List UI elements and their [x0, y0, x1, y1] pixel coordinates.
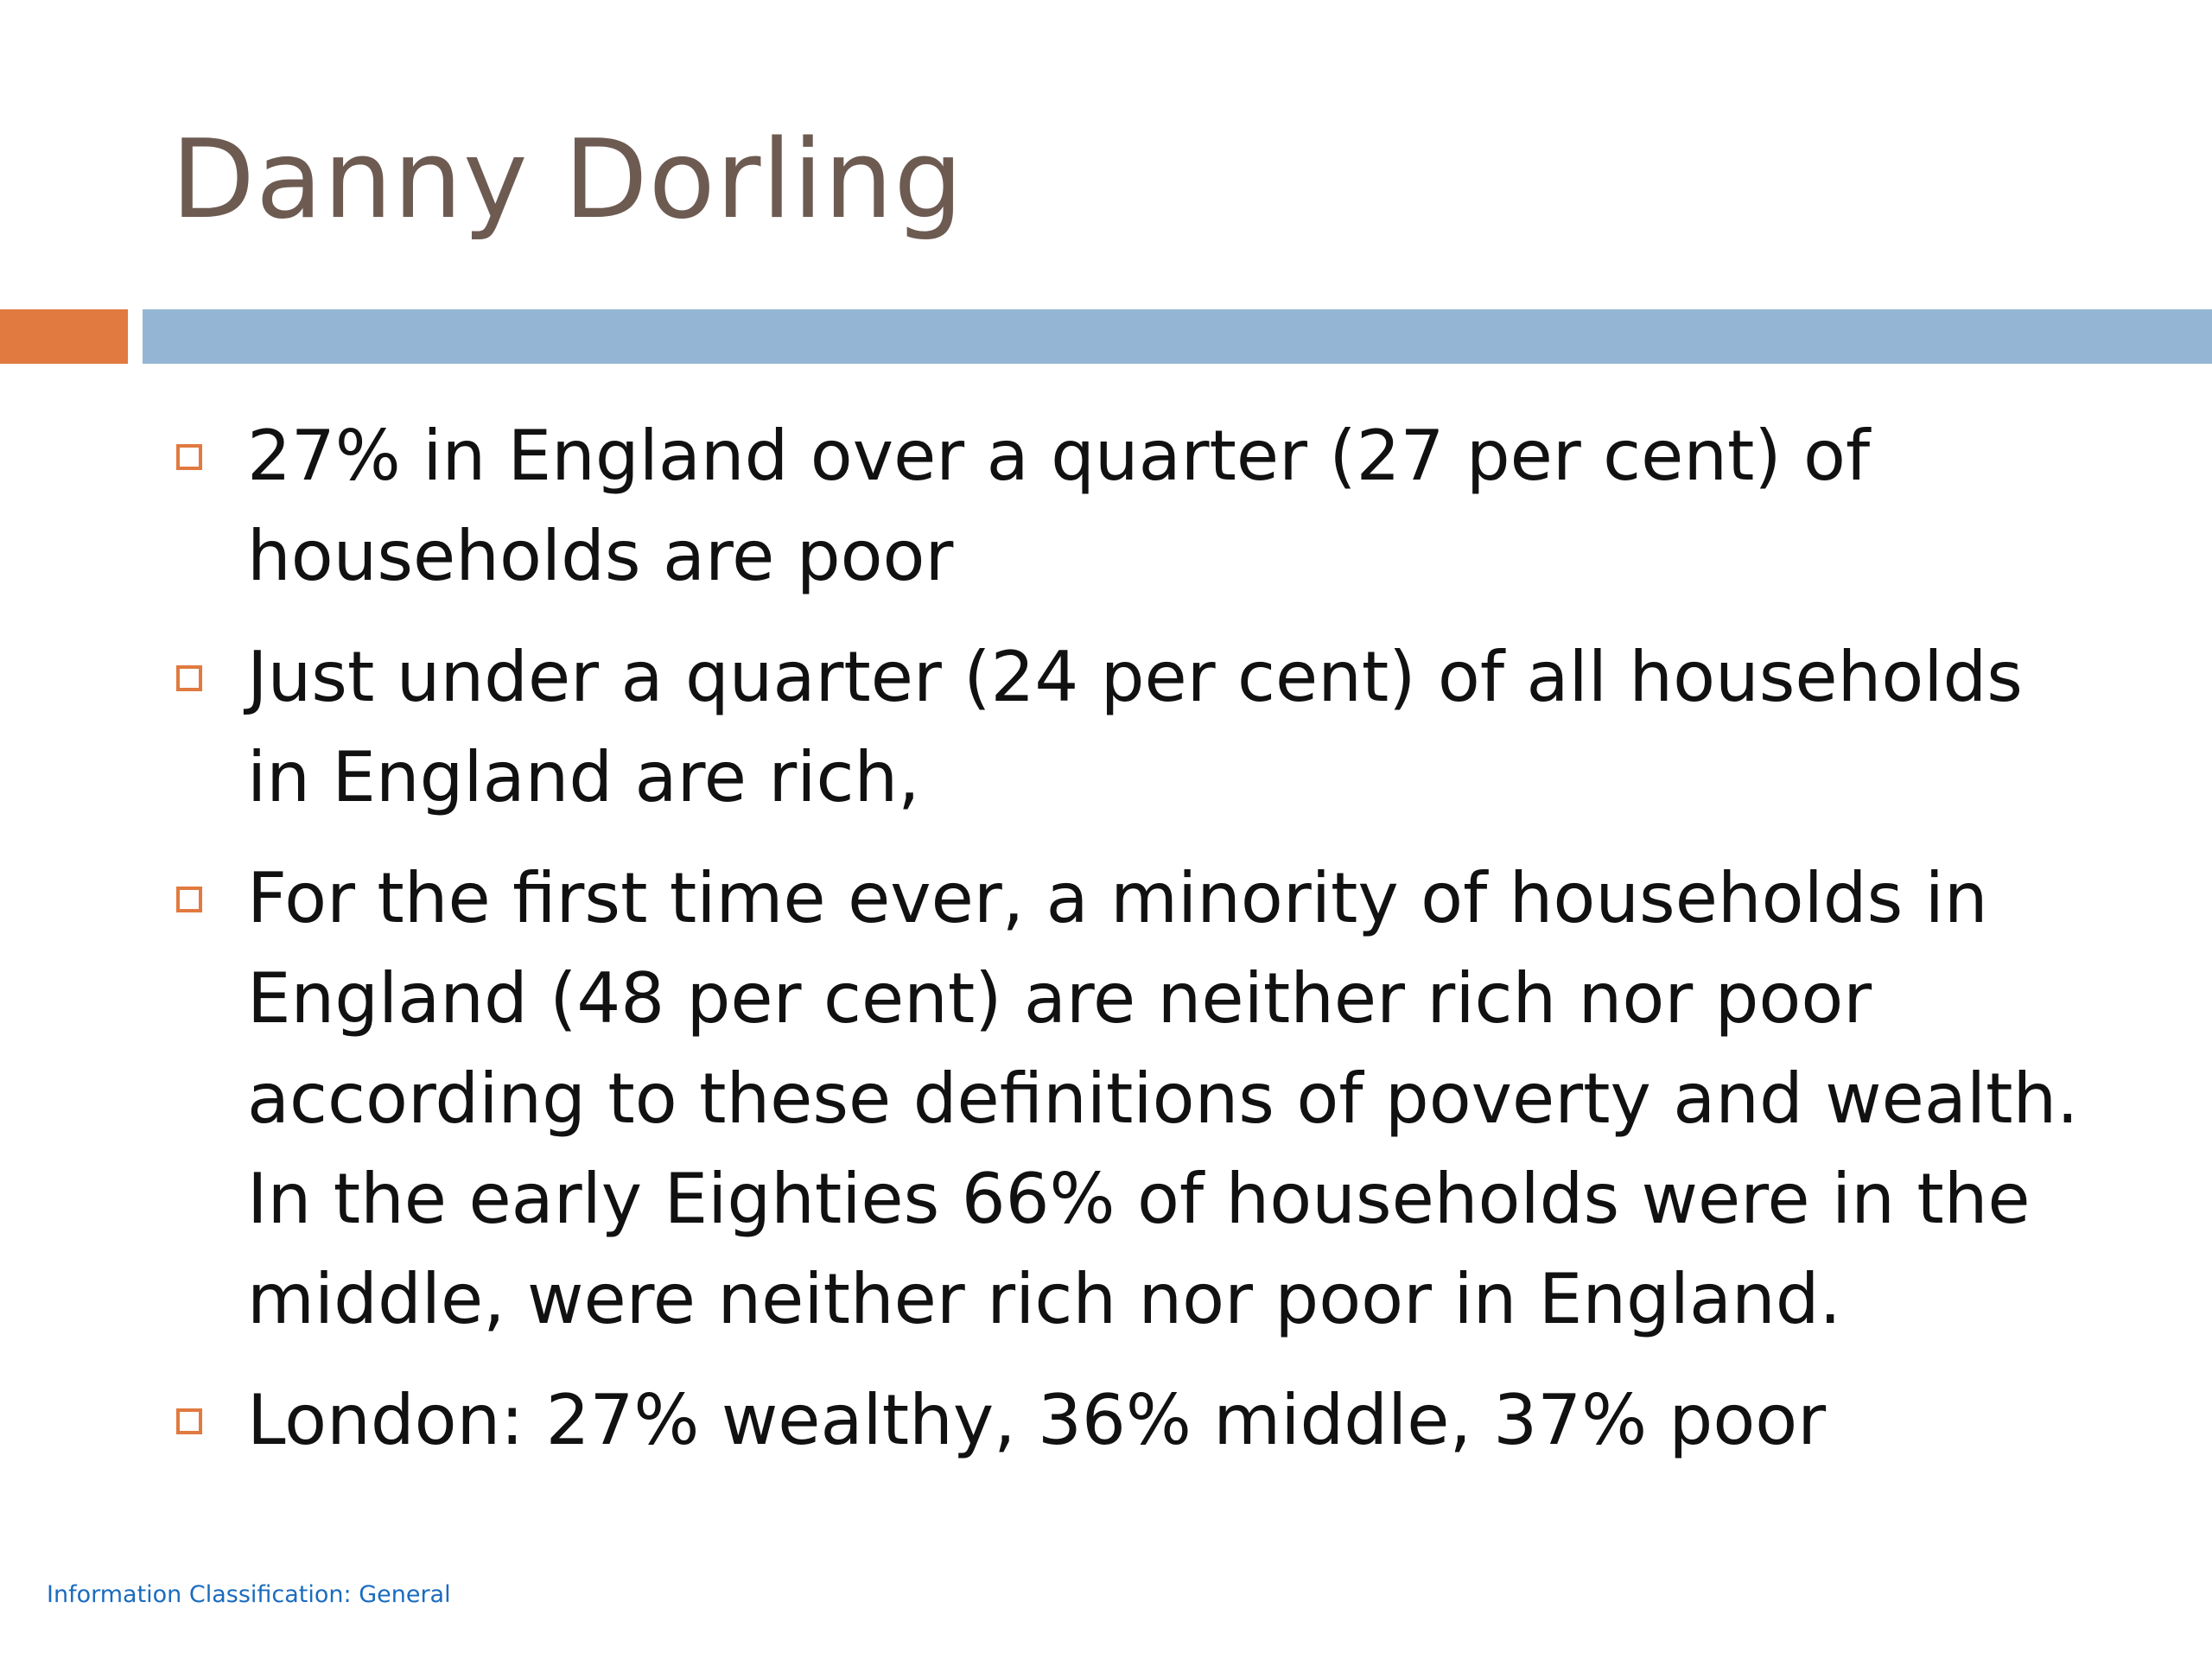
accent-bar-orange: [0, 309, 128, 364]
bullet-item: Just under a quarter (24 per cent) of al…: [171, 627, 2107, 828]
bullet-item: London: 27% wealthy, 36% middle, 37% poo…: [171, 1370, 2107, 1471]
hollow-square-bullet-icon: [176, 887, 202, 912]
bullet-text: 27% in England over a quarter (27 per ce…: [247, 416, 1871, 596]
slide-title: Danny Dorling: [171, 116, 964, 243]
bullet-text: London: 27% wealthy, 36% middle, 37% poo…: [247, 1380, 1827, 1460]
bullet-item: 27% in England over a quarter (27 per ce…: [171, 406, 2107, 607]
bullet-text: Just under a quarter (24 per cent) of al…: [247, 637, 2023, 817]
hollow-square-bullet-icon: [176, 1408, 202, 1434]
bullet-item: For the first time ever, a minority of h…: [171, 849, 2107, 1350]
hollow-square-bullet-icon: [176, 665, 202, 691]
bullet-text: For the first time ever, a minority of h…: [247, 858, 2079, 1339]
hollow-square-bullet-icon: [176, 444, 202, 470]
accent-bar-blue: [143, 309, 2212, 364]
bullet-list: 27% in England over a quarter (27 per ce…: [171, 406, 2107, 1491]
classification-footer: Information Classification: General: [47, 1581, 451, 1608]
